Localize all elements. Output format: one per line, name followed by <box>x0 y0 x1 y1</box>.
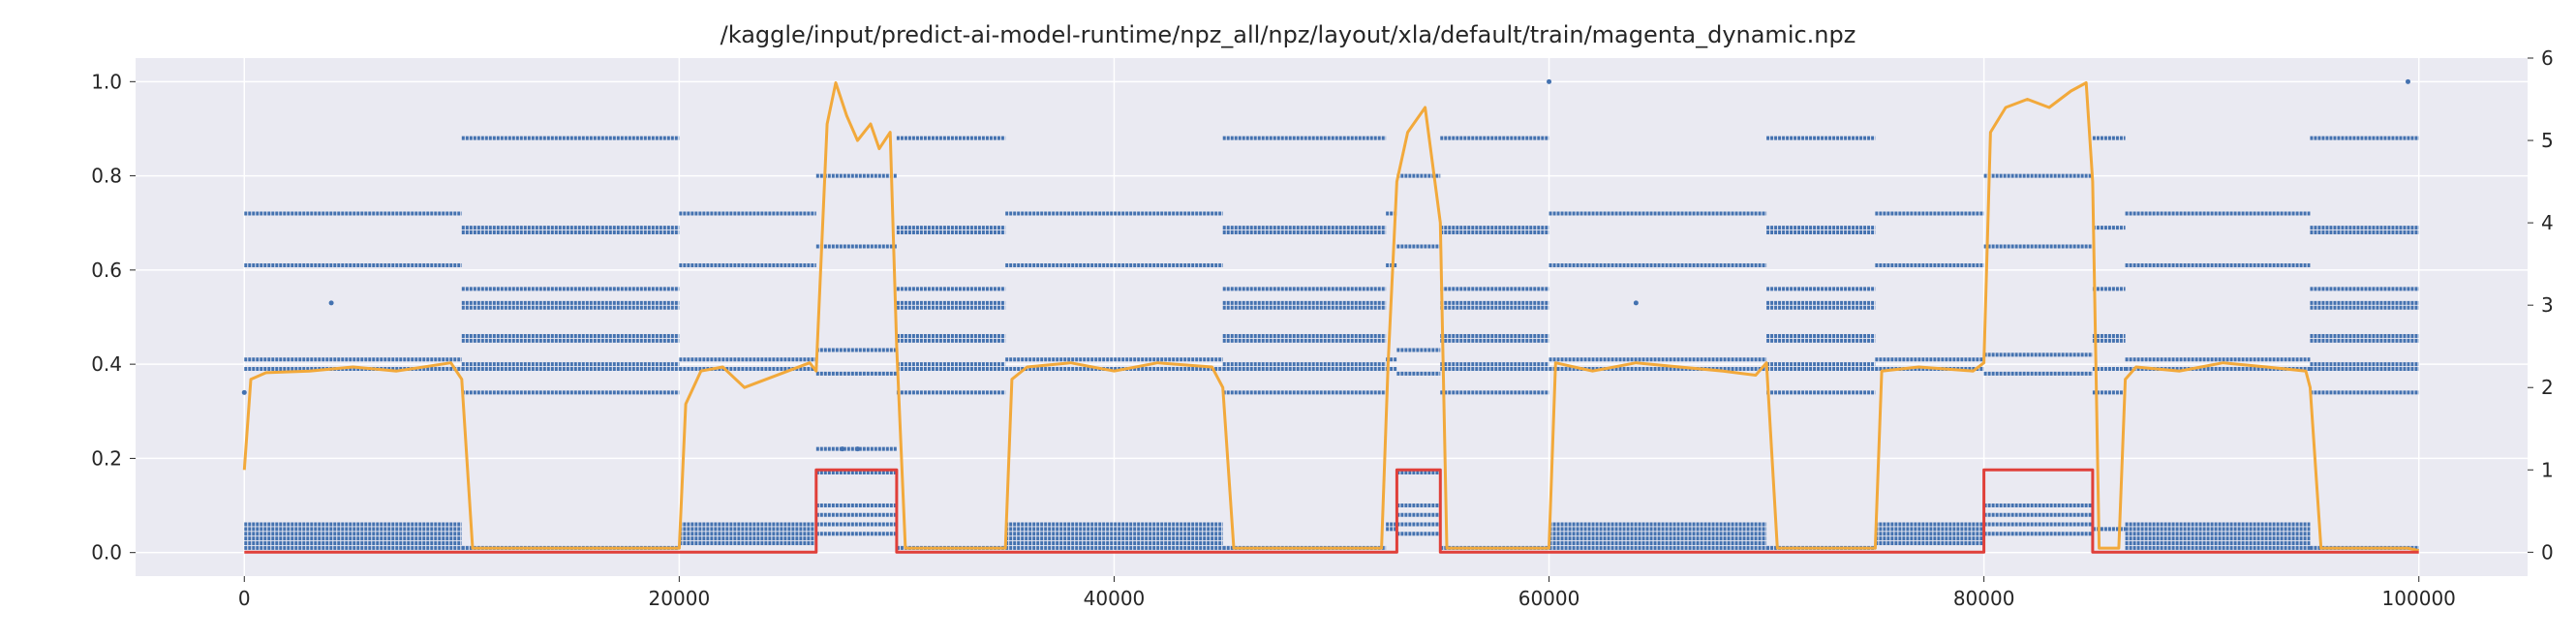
y-right-tick-label: 4 <box>2541 211 2554 234</box>
plot-background <box>136 58 2528 576</box>
y-left-tick-label: 0.6 <box>91 259 122 282</box>
y-left-tick-label: 0.2 <box>91 446 122 470</box>
y-right-tick-label: 2 <box>2541 376 2554 399</box>
x-tick-label: 60000 <box>1518 587 1580 610</box>
y-right-tick-label: 0 <box>2541 540 2554 564</box>
scatter-point <box>1547 78 1552 84</box>
y-left-tick-label: 0.4 <box>91 352 122 376</box>
scatter-point <box>2406 78 2410 84</box>
scatter-point <box>840 446 845 452</box>
y-right-tick-label: 1 <box>2541 458 2554 481</box>
x-tick-label: 0 <box>238 587 251 610</box>
x-tick-label: 40000 <box>1084 587 1146 610</box>
chart-title: /kaggle/input/predict-ai-model-runtime/n… <box>721 21 1856 48</box>
scatter-point <box>328 300 334 306</box>
y-left-tick-label: 0.8 <box>91 165 122 188</box>
y-right-tick-label: 6 <box>2541 46 2554 70</box>
x-tick-label: 100000 <box>2382 587 2456 610</box>
line-series <box>242 81 2420 554</box>
y-left-tick-label: 0.0 <box>91 541 122 565</box>
red-series-line <box>244 468 2419 554</box>
y-right-tick-label: 5 <box>2541 129 2554 152</box>
x-tick-label: 20000 <box>649 587 711 610</box>
orange-series-line <box>242 81 2420 553</box>
y-left-tick-label: 1.0 <box>91 70 122 93</box>
tick-labels: 0 20000 40000 60000 80000 100000 0.0 0.2 0.4 0.6 0… <box>91 46 2554 610</box>
scatter-point <box>1633 300 1639 306</box>
x-tick-label: 80000 <box>1953 587 2015 610</box>
y-right-tick-label: 3 <box>2541 293 2554 317</box>
scatter-point <box>241 389 247 395</box>
scatter-point <box>854 446 860 452</box>
